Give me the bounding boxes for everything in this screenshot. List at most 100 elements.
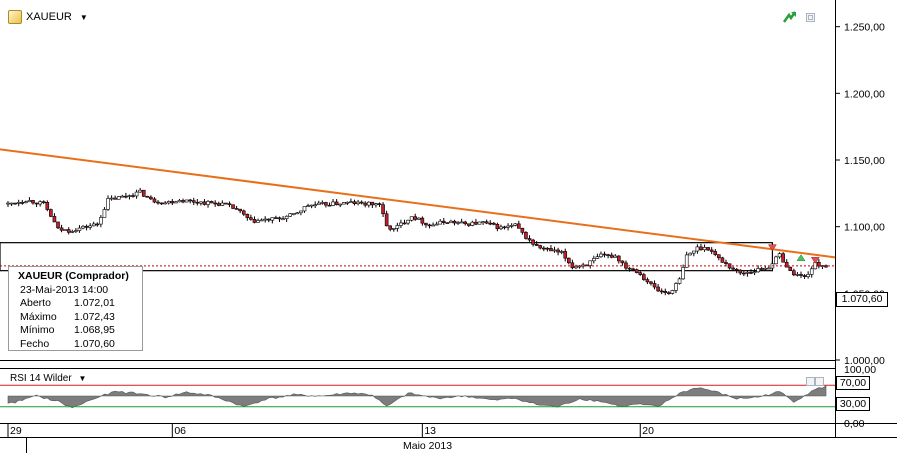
candle-body <box>477 221 482 225</box>
candle-body <box>45 202 50 210</box>
window-restore-icon[interactable] <box>806 13 815 22</box>
candle-body <box>131 195 135 197</box>
candle-body <box>795 274 800 276</box>
rsi-area <box>7 385 827 409</box>
candle-body <box>231 204 235 209</box>
candle-body <box>652 283 657 288</box>
candle-body <box>259 219 264 222</box>
candle-body <box>559 251 564 253</box>
candle-body <box>713 251 718 255</box>
candle-body <box>538 245 543 249</box>
candle-body <box>495 224 500 230</box>
trend-up-icon-head <box>791 12 796 17</box>
support-box[interactable] <box>0 242 774 272</box>
ohlc-label: Aberto <box>20 297 51 309</box>
candle-body <box>756 268 760 273</box>
candle-body <box>606 254 610 256</box>
candle-body <box>613 255 618 258</box>
candle-body <box>731 267 735 270</box>
candle-body <box>70 231 75 233</box>
candle-body <box>306 205 310 208</box>
candle-body <box>627 267 632 270</box>
chevron-down-icon[interactable]: ▼ <box>78 374 87 383</box>
candle-body <box>645 279 650 283</box>
candle-body <box>488 222 493 225</box>
rsi-axis-label: 0,00 <box>844 418 865 430</box>
candle-body <box>52 216 57 223</box>
candle-body <box>170 201 175 204</box>
price-axis-label: 1.250,00 <box>844 22 885 34</box>
candle-body <box>509 225 514 227</box>
candle-body <box>359 201 364 204</box>
symbol-selector[interactable]: XAUEUR ▼ <box>8 8 88 26</box>
chart-tool-icons[interactable] <box>782 11 824 386</box>
candle-body <box>241 210 246 215</box>
candle-body <box>452 220 457 224</box>
ohlc-value: 1.068,95 <box>74 324 115 336</box>
ohlc-row-close: Fecho 1.070,60 <box>18 338 142 352</box>
candle-body <box>113 197 117 200</box>
candle-body <box>784 261 789 268</box>
candle-body <box>445 222 450 224</box>
candle-body <box>792 270 796 276</box>
candle-body <box>406 219 410 224</box>
candle-body <box>134 191 139 197</box>
candle-body <box>313 204 317 207</box>
candle-body <box>742 272 746 275</box>
trend-up-icon[interactable] <box>782 11 797 23</box>
rsi-oversold-tag: 30,00 <box>836 397 870 411</box>
candle-body <box>216 203 221 206</box>
candle-body <box>670 290 675 294</box>
candle-body <box>327 204 332 207</box>
rsi-window-restore-icon[interactable] <box>806 377 815 386</box>
candle-body <box>16 202 21 204</box>
ohlc-label: Mínimo <box>20 324 55 336</box>
candlestick-series <box>6 187 828 296</box>
candle-body <box>363 202 368 206</box>
candle-body <box>545 247 550 250</box>
candle-body <box>152 198 157 203</box>
candle-body <box>638 272 643 275</box>
candle-body <box>620 260 625 264</box>
candle-body <box>681 267 685 280</box>
time-axis-label: 29 <box>10 425 22 437</box>
buy-marker-icon <box>796 254 806 261</box>
candle-body <box>191 200 196 203</box>
candle-body <box>777 253 782 258</box>
candle-body <box>34 202 39 205</box>
candle-body <box>702 247 707 251</box>
candle-body <box>463 221 468 225</box>
candle-body <box>438 220 443 225</box>
candle-body <box>517 223 521 229</box>
candle-body <box>774 256 778 265</box>
candle-body <box>499 226 503 230</box>
candle-body <box>763 268 768 270</box>
trendline[interactable] <box>0 148 836 259</box>
candle-body <box>781 253 785 263</box>
chevron-down-icon[interactable]: ▼ <box>79 12 88 22</box>
ohlc-label: Fecho <box>20 337 50 350</box>
candle-body <box>513 223 518 226</box>
candle-body <box>456 222 460 224</box>
candle-body <box>56 221 60 229</box>
ohlc-value: 1.070,60 <box>74 337 115 350</box>
ohlc-label: Máximo <box>20 310 57 323</box>
candle-body <box>531 239 535 245</box>
candle-body <box>427 224 432 227</box>
candle-body <box>391 228 396 230</box>
candle-body <box>31 200 35 204</box>
time-axis-label: 13 <box>424 425 436 437</box>
candle-body <box>181 200 185 203</box>
trade-markers[interactable] <box>767 244 820 264</box>
candle-body <box>688 252 693 256</box>
candle-body <box>334 201 339 205</box>
pencil-icon[interactable] <box>8 10 22 24</box>
rsi-close-icon[interactable] <box>815 377 824 386</box>
candle-body <box>570 262 575 269</box>
candle-body <box>556 249 560 253</box>
candle-body <box>99 217 103 225</box>
candle-body <box>677 278 682 284</box>
rsi-indicator-label[interactable]: RSI 14 Wilder ▼ <box>10 373 86 384</box>
candle-body <box>163 202 167 205</box>
